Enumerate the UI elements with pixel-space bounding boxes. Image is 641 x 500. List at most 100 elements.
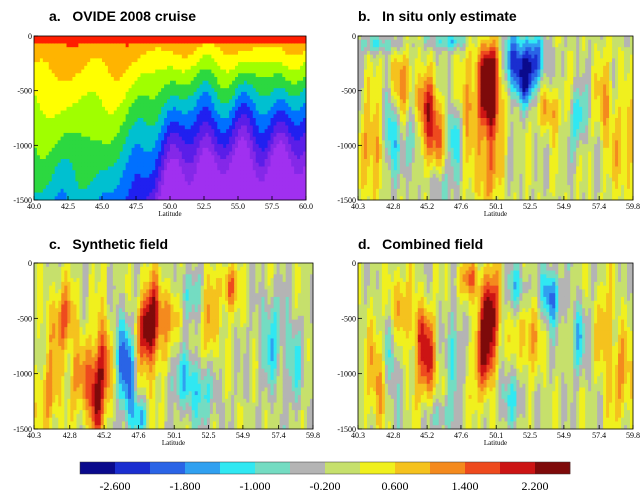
heatmap-cell [158, 192, 162, 197]
heatmap-cell [158, 36, 162, 41]
heatmap-cell [214, 50, 218, 56]
heatmap-cell [255, 151, 260, 156]
heatmap-cell [282, 159, 286, 164]
heatmap-cell [48, 151, 53, 156]
heatmap-cell [57, 54, 62, 59]
heatmap-cell [252, 196, 257, 201]
heatmap-cell [384, 181, 389, 186]
heatmap-cell [238, 91, 242, 97]
heatmap-cell [375, 62, 380, 67]
heatmap-cell [300, 47, 304, 52]
heatmap-cell [232, 84, 236, 89]
heatmap-cell [170, 188, 174, 193]
heatmap-cell [294, 58, 298, 63]
heatmap-cell [358, 185, 362, 190]
heatmap-cell [411, 50, 416, 56]
heatmap-cell [190, 47, 195, 52]
heatmap-cell [366, 185, 371, 190]
heatmap-cell [408, 80, 413, 85]
heatmap-cell [384, 106, 389, 111]
heatmap-cell [211, 136, 215, 141]
heatmap-cell [360, 181, 365, 186]
heatmap-cell [51, 99, 56, 104]
heatmap-cell [36, 103, 41, 108]
heatmap-cell [78, 69, 82, 74]
heatmap-cell [140, 170, 144, 175]
heatmap-cell [63, 151, 67, 156]
heatmap-cell [414, 80, 419, 85]
heatmap-cell [122, 50, 127, 56]
heatmap-cell [411, 170, 416, 175]
heatmap-cell [167, 65, 171, 70]
heatmap-cell [372, 129, 377, 134]
heatmap-cell [152, 173, 156, 179]
heatmap-cell [360, 132, 365, 138]
heatmap-cell [152, 196, 156, 201]
heatmap-cell [214, 136, 218, 141]
heatmap-cell [81, 77, 85, 82]
heatmap-cell [300, 177, 304, 182]
heatmap-cell [134, 181, 138, 186]
heatmap-cell [187, 188, 192, 193]
heatmap-cell [303, 73, 307, 78]
heatmap-cell [255, 155, 260, 160]
heatmap-cell [143, 106, 147, 111]
heatmap-cell [51, 39, 56, 44]
heatmap-cell [140, 47, 144, 52]
heatmap-cell [282, 88, 286, 93]
heatmap-cell [358, 95, 362, 100]
heatmap-cell [408, 196, 413, 201]
heatmap-cell [175, 114, 180, 119]
heatmap-cell [158, 159, 162, 164]
heatmap-cell [131, 181, 135, 186]
heatmap-cell [72, 144, 76, 149]
heatmap-cell [131, 173, 135, 179]
heatmap-cell [291, 36, 295, 41]
heatmap-cell [72, 73, 76, 78]
heatmap-cell [178, 73, 183, 78]
heatmap-cell [172, 132, 177, 138]
heatmap-cell [51, 162, 56, 167]
heatmap-cell [140, 136, 144, 141]
heatmap-cell [116, 181, 121, 186]
heatmap-cell [181, 65, 186, 70]
heatmap-cell [102, 177, 106, 182]
heatmap-cell [223, 159, 227, 164]
heatmap-cell [66, 132, 70, 138]
heatmap-cell [390, 185, 395, 190]
heatmap-cell [261, 91, 266, 97]
heatmap-cell [273, 99, 277, 104]
heatmap-cell [369, 36, 374, 41]
heatmap-cell [113, 54, 118, 59]
heatmap-cell [122, 173, 127, 179]
heatmap-cell [48, 166, 53, 171]
heatmap-cell [273, 170, 277, 175]
heatmap-cell [81, 151, 85, 156]
heatmap-cell [369, 43, 374, 48]
heatmap-cell [199, 162, 203, 167]
heatmap-cell [249, 173, 254, 179]
heatmap-cell [72, 151, 76, 156]
heatmap-cell [125, 177, 130, 182]
heatmap-cell [226, 177, 230, 182]
heatmap-cell [273, 136, 277, 141]
heatmap-cell [282, 84, 286, 89]
heatmap-cell [408, 144, 413, 149]
heatmap-cell [252, 95, 257, 100]
heatmap-cell [164, 69, 168, 74]
heatmap-cell [128, 170, 132, 175]
heatmap-cell [270, 103, 274, 108]
heatmap-cell [273, 77, 277, 82]
heatmap-cell [393, 196, 398, 201]
heatmap-cell [122, 196, 127, 201]
heatmap-cell [358, 114, 362, 119]
heatmap-cell [285, 58, 289, 63]
heatmap-cell [48, 132, 53, 138]
heatmap-cell [214, 65, 218, 70]
heatmap-cell [270, 73, 274, 78]
heatmap-cell [60, 95, 64, 100]
heatmap-cell [128, 103, 132, 108]
heatmap-cell [211, 162, 215, 167]
heatmap-cell [96, 162, 100, 167]
heatmap-cell [300, 36, 304, 41]
